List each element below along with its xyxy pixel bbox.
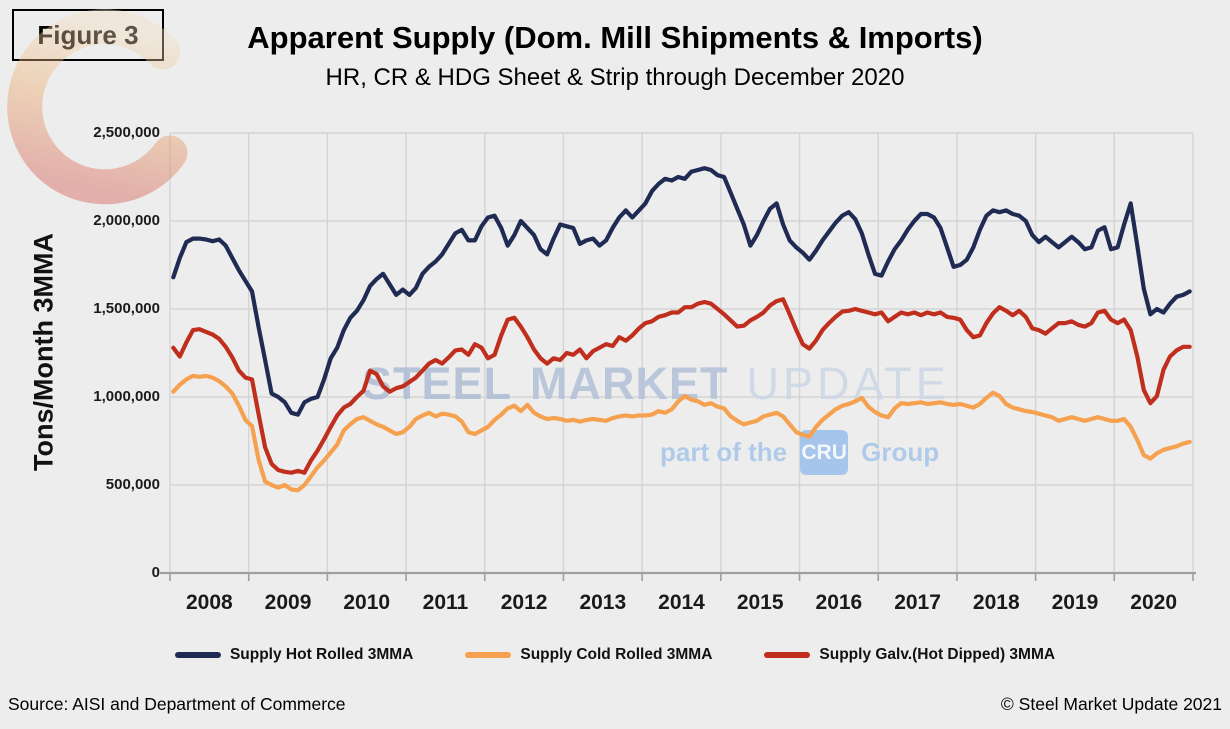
legend-item: Supply Galv.(Hot Dipped) 3MMA [764,646,1055,664]
legend-label: Supply Galv.(Hot Dipped) 3MMA [819,646,1056,663]
x-tick-label-2010: 2010 [343,591,391,614]
legend-label: Supply Hot Rolled 3MMA [229,646,414,663]
y-axis-title: Tons/Month 3MMA [28,233,59,471]
x-tick-label-2012: 2012 [500,591,548,614]
y-tick-label: 2,500,000 [93,124,160,141]
legend-item: Supply Hot Rolled 3MMA [174,646,414,664]
y-tick-label: 0 [151,564,160,581]
legend-line-swatch-icon [764,652,811,658]
cru-logo-icon: CRU [800,430,849,475]
watermark-part-of-the: part of the [660,437,788,467]
watermark-word-update: UPDATE [746,358,950,409]
chart-title: Apparent Supply (Dom. Mill Shipments & I… [247,20,983,55]
y-tick-label: 2,000,000 [93,212,160,229]
watermark-group: Group [861,437,940,467]
x-tick-label-2008: 2008 [185,591,233,614]
watermark-word-steel: STEEL [362,358,513,409]
y-tick-label: 1,000,000 [93,388,160,405]
watermark-tagline: part of the CRU Group [660,430,939,475]
y-tick-label: 500,000 [105,476,160,493]
y-tick-label: 1,500,000 [93,300,160,317]
chart-subtitle: HR, CR & HDG Sheet & Strip through Decem… [325,64,905,91]
legend-label: Supply Cold Rolled 3MMA [520,646,713,663]
x-tick-label-2019: 2019 [1051,591,1099,614]
x-tick-label-2015: 2015 [736,591,784,614]
x-tick-label-2009: 2009 [264,591,312,614]
x-tick-label-2011: 2011 [422,591,469,614]
x-tick-label-2014: 2014 [658,591,705,614]
x-tick-label-2020: 2020 [1130,591,1177,614]
legend-line-swatch-icon [174,652,221,658]
x-tick-label-2018: 2018 [972,591,1020,614]
x-tick-label-2017: 2017 [894,591,941,614]
source-note: Source: AISI and Department of Commerce [8,694,346,714]
legend-line-swatch-icon [465,652,512,658]
x-tick-label-2016: 2016 [815,591,863,614]
watermark-steel-market-update: STEEL MARKET UPDATE [362,358,950,410]
copyright-note: © Steel Market Update 2021 [1000,694,1222,714]
x-tick-label-2013: 2013 [579,591,627,614]
watermark-word-market: MARKET [530,358,729,409]
chart-legend: Supply Hot Rolled 3MMA Supply Cold Rolled… [0,646,1230,664]
legend-item: Supply Cold Rolled 3MMA [465,646,712,664]
